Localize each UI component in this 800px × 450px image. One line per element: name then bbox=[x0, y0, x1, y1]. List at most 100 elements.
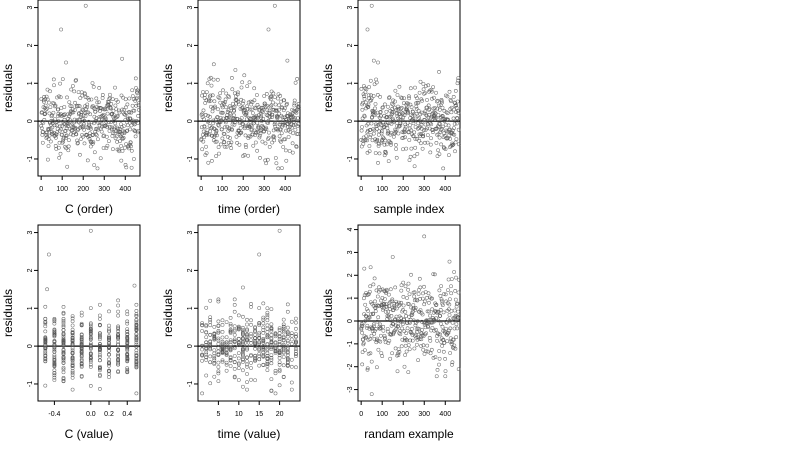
data-point bbox=[408, 338, 413, 343]
data-point bbox=[48, 139, 53, 144]
data-point bbox=[295, 77, 299, 81]
data-point bbox=[267, 130, 271, 135]
data-point bbox=[116, 335, 120, 339]
data-point bbox=[257, 352, 262, 356]
data-point bbox=[372, 110, 377, 115]
data-point bbox=[415, 337, 420, 342]
data-point bbox=[61, 319, 66, 323]
data-point bbox=[220, 318, 225, 323]
data-point bbox=[107, 363, 111, 368]
data-point bbox=[275, 108, 279, 113]
data-point bbox=[445, 111, 450, 115]
data-point bbox=[416, 121, 420, 126]
data-point bbox=[361, 142, 366, 146]
data-point bbox=[208, 354, 213, 359]
data-point bbox=[70, 314, 75, 318]
data-point bbox=[232, 303, 237, 307]
y-tick-label: -1 bbox=[347, 156, 354, 162]
data-point bbox=[403, 310, 408, 314]
data-point bbox=[127, 96, 132, 101]
data-point bbox=[273, 347, 278, 351]
data-point bbox=[406, 101, 411, 106]
data-point bbox=[70, 327, 75, 332]
data-point bbox=[440, 301, 445, 306]
data-point bbox=[273, 351, 278, 355]
data-point bbox=[92, 121, 96, 126]
data-point bbox=[228, 323, 233, 328]
data-point bbox=[249, 305, 253, 309]
data-point bbox=[269, 322, 274, 327]
data-point bbox=[134, 322, 139, 327]
data-point bbox=[208, 323, 213, 328]
data-point bbox=[274, 108, 279, 113]
data-point bbox=[221, 88, 225, 93]
data-point bbox=[454, 110, 458, 114]
data-point bbox=[235, 92, 240, 97]
data-point bbox=[203, 153, 208, 157]
data-point bbox=[433, 327, 438, 332]
data-point bbox=[47, 252, 51, 257]
data-point bbox=[372, 113, 377, 118]
data-point bbox=[241, 357, 245, 362]
data-point bbox=[284, 128, 288, 133]
data-point bbox=[129, 110, 134, 115]
data-point bbox=[119, 144, 123, 148]
data-point bbox=[232, 105, 237, 109]
data-point bbox=[88, 324, 93, 329]
data-point bbox=[453, 140, 458, 145]
data-point bbox=[111, 147, 115, 151]
data-point bbox=[125, 370, 130, 374]
data-point bbox=[374, 338, 379, 343]
data-point bbox=[69, 87, 74, 92]
data-point bbox=[111, 131, 115, 136]
data-point bbox=[51, 77, 56, 82]
data-point bbox=[121, 124, 126, 129]
data-point bbox=[438, 332, 442, 337]
data-point bbox=[216, 107, 220, 112]
data-point bbox=[61, 328, 66, 332]
data-point bbox=[455, 301, 460, 306]
data-point bbox=[257, 340, 262, 345]
data-point bbox=[245, 364, 249, 369]
data-point bbox=[116, 303, 120, 308]
data-point bbox=[79, 321, 84, 326]
data-point bbox=[448, 340, 453, 344]
data-point bbox=[52, 321, 57, 326]
data-point bbox=[60, 77, 65, 81]
data-point bbox=[403, 135, 407, 140]
data-point bbox=[372, 82, 377, 87]
data-point bbox=[134, 356, 139, 361]
data-point bbox=[440, 298, 444, 303]
data-point bbox=[88, 358, 93, 363]
data-point bbox=[374, 122, 378, 127]
data-point bbox=[289, 115, 294, 120]
data-point bbox=[63, 136, 68, 140]
data-point bbox=[52, 334, 57, 339]
data-point bbox=[391, 110, 396, 114]
data-point bbox=[245, 334, 249, 339]
data-point bbox=[134, 103, 139, 108]
data-point bbox=[388, 140, 393, 145]
data-point bbox=[232, 327, 237, 332]
data-point bbox=[216, 338, 221, 343]
data-point bbox=[77, 111, 82, 115]
data-point bbox=[62, 105, 67, 109]
data-point bbox=[418, 79, 423, 84]
data-point bbox=[407, 347, 412, 352]
data-point bbox=[61, 340, 66, 345]
data-point bbox=[456, 110, 461, 115]
data-point bbox=[419, 344, 423, 348]
data-point bbox=[371, 322, 376, 327]
data-point bbox=[404, 337, 409, 342]
data-point bbox=[116, 352, 120, 356]
data-point bbox=[226, 94, 230, 98]
data-point bbox=[209, 126, 214, 131]
data-point bbox=[226, 108, 231, 113]
data-point bbox=[419, 337, 424, 342]
data-point bbox=[120, 149, 125, 153]
data-point bbox=[136, 101, 141, 106]
data-point bbox=[449, 105, 454, 110]
data-point bbox=[363, 100, 368, 105]
data-point bbox=[236, 343, 241, 347]
data-point bbox=[284, 148, 288, 153]
